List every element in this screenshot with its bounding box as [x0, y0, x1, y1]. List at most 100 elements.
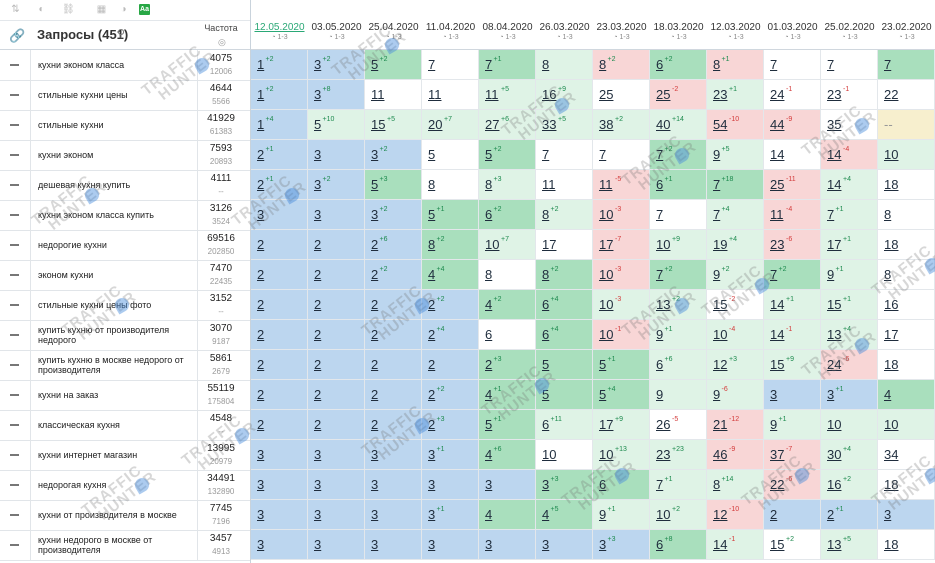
position-value[interactable]: 18 — [884, 237, 899, 252]
position-value[interactable]: 3 — [314, 537, 322, 552]
position-cell[interactable]: 25 -2 — [650, 80, 707, 110]
position-cell[interactable]: 2 — [365, 290, 422, 320]
position-value[interactable]: 2 — [428, 387, 436, 402]
position-value[interactable]: 3 — [314, 57, 322, 72]
position-cell[interactable]: 5 — [536, 350, 593, 380]
position-cell[interactable]: 3 — [251, 470, 308, 500]
position-cell[interactable]: 10 — [821, 410, 878, 440]
position-cell[interactable]: 30 +4 — [821, 440, 878, 470]
position-cell[interactable]: 9 +1 — [821, 260, 878, 290]
position-value[interactable]: 10 — [599, 267, 614, 282]
position-value[interactable]: 3 — [371, 447, 379, 462]
position-value[interactable]: 2 — [314, 327, 322, 342]
date-label[interactable]: 12.03.2020 — [710, 22, 761, 33]
position-value[interactable]: 7 — [485, 57, 493, 72]
position-value[interactable]: 2 — [371, 327, 379, 342]
date-label[interactable]: 03.05.2020 — [311, 22, 362, 33]
position-value[interactable]: 37 — [770, 447, 785, 462]
position-value[interactable]: 10 — [656, 237, 671, 252]
position-value[interactable]: 27 — [485, 117, 500, 132]
position-cell[interactable]: 3 — [308, 140, 365, 170]
position-value[interactable]: 25 — [656, 87, 671, 102]
position-value[interactable]: 11 — [599, 177, 613, 192]
position-cell[interactable]: 4 +2 — [479, 290, 536, 320]
position-cell[interactable]: 4 +1 — [479, 380, 536, 410]
position-cell[interactable]: 37 -7 — [764, 440, 821, 470]
position-cell[interactable]: 10 — [878, 410, 935, 440]
position-cell[interactable]: 7 +1 — [821, 200, 878, 230]
position-value[interactable]: 23 — [713, 87, 728, 102]
position-value[interactable]: 38 — [599, 117, 614, 132]
position-cell[interactable]: 3 — [251, 500, 308, 530]
position-value[interactable]: 3 — [428, 507, 436, 522]
position-cell[interactable]: 7 +1 — [650, 470, 707, 500]
position-cell[interactable]: 15 +2 — [764, 530, 821, 560]
position-cell[interactable]: 6 +4 — [536, 320, 593, 350]
position-cell[interactable]: 14 — [764, 140, 821, 170]
date-column-header[interactable]: 03.05.2020 ◔ 1-3 — [308, 20, 366, 50]
position-cell[interactable]: 7 — [764, 50, 821, 80]
position-cell[interactable]: 3 — [365, 500, 422, 530]
position-cell[interactable]: 25 — [593, 80, 650, 110]
position-cell[interactable]: 10 -3 — [593, 290, 650, 320]
position-cell[interactable]: 16 — [878, 290, 935, 320]
position-value[interactable]: 3 — [371, 477, 379, 492]
position-value[interactable]: 2 — [257, 327, 265, 342]
position-cell[interactable]: 10 — [536, 440, 593, 470]
position-cell[interactable]: 4 +5 — [536, 500, 593, 530]
position-value[interactable]: 25 — [770, 177, 785, 192]
position-value[interactable]: 1 — [257, 117, 265, 132]
position-cell[interactable]: 6 — [593, 470, 650, 500]
position-value[interactable]: 7 — [656, 147, 664, 162]
position-value[interactable]: 2 — [371, 237, 379, 252]
position-cell[interactable]: 9 +1 — [593, 500, 650, 530]
position-value[interactable]: 40 — [656, 117, 671, 132]
position-value[interactable]: 6 — [542, 297, 550, 312]
date-column-header[interactable]: 12.03.2020 ◔ 1-3 — [707, 20, 765, 50]
position-value[interactable]: 10 — [884, 417, 899, 432]
position-value[interactable]: 3 — [314, 207, 322, 222]
position-cell[interactable]: 1 +2 — [251, 50, 308, 80]
position-value[interactable]: 7 — [827, 57, 835, 72]
position-value[interactable]: 18 — [884, 177, 899, 192]
position-value[interactable]: 17 — [827, 237, 842, 252]
position-value[interactable]: 5 — [599, 357, 607, 372]
position-value[interactable]: 10 — [485, 237, 500, 252]
keyword-row[interactable]: купить кухню в москве недорого от произв… — [0, 350, 250, 381]
position-value[interactable]: 2 — [314, 267, 322, 282]
position-value[interactable]: 26 — [656, 417, 671, 432]
position-cell[interactable]: 2 — [251, 320, 308, 350]
position-cell[interactable]: 17 — [878, 320, 935, 350]
position-value[interactable]: 7 — [542, 147, 550, 162]
position-cell[interactable]: 3 — [365, 440, 422, 470]
position-cell[interactable]: 10 -4 — [707, 320, 764, 350]
position-value[interactable]: 3 — [428, 447, 436, 462]
position-cell[interactable]: 7 — [593, 140, 650, 170]
position-cell[interactable]: 18 — [878, 470, 935, 500]
position-cell[interactable]: 3 +2 — [308, 50, 365, 80]
position-value[interactable]: 7 — [656, 207, 664, 222]
collapse-icon[interactable] — [10, 154, 19, 156]
position-value[interactable]: 2 — [314, 357, 322, 372]
position-cell[interactable]: 4 +6 — [479, 440, 536, 470]
position-value[interactable]: 3 — [314, 477, 322, 492]
keyword-row[interactable]: классическая кухня 4548 -- — [0, 410, 250, 441]
position-cell[interactable]: 8 +1 — [707, 50, 764, 80]
position-value[interactable]: 23 — [827, 87, 842, 102]
position-value[interactable]: 30 — [827, 447, 842, 462]
position-cell[interactable]: 2 — [251, 380, 308, 410]
position-value[interactable]: 6 — [542, 327, 550, 342]
position-cell[interactable]: 2 — [422, 350, 479, 380]
position-cell[interactable]: 5 +1 — [422, 200, 479, 230]
keyword-row[interactable]: дешевая кухня купить 4111 -- — [0, 170, 250, 201]
position-value[interactable]: 6 — [485, 327, 493, 342]
position-value[interactable]: 8 — [485, 267, 493, 282]
position-value[interactable]: 8 — [428, 177, 436, 192]
position-value[interactable]: 9 — [770, 417, 778, 432]
position-cell[interactable]: 5 +10 — [308, 110, 365, 140]
position-cell[interactable]: 10 +2 — [650, 500, 707, 530]
position-cell[interactable]: 3 +1 — [422, 500, 479, 530]
keyword-row[interactable]: кухни интернет магазин 13995 20979 — [0, 440, 250, 471]
position-cell[interactable]: 40 +14 — [650, 110, 707, 140]
position-value[interactable]: 25 — [599, 87, 614, 102]
